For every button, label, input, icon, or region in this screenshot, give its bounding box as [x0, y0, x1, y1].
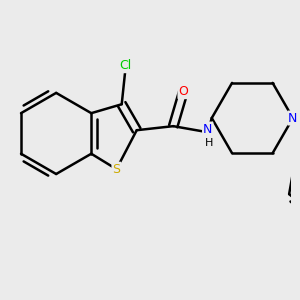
Text: N: N	[203, 122, 212, 136]
Text: S: S	[112, 163, 120, 176]
Text: N: N	[288, 112, 298, 124]
Text: H: H	[205, 138, 213, 148]
Text: Cl: Cl	[120, 59, 132, 72]
Text: O: O	[178, 85, 188, 98]
